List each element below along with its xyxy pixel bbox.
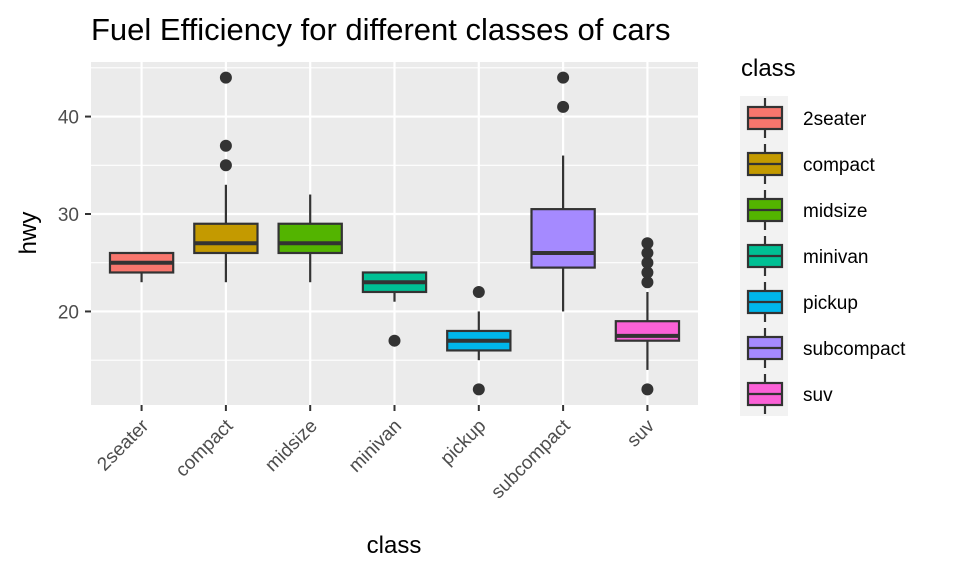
x-tick-label: pickup (437, 416, 491, 470)
legend-label: 2seater (803, 109, 867, 130)
box-suv (614, 237, 681, 396)
box-series (108, 71, 681, 396)
x-tick-label: 2seater (93, 415, 153, 475)
legend-label: suv (803, 385, 833, 406)
outlier-point (388, 334, 401, 347)
x-tick-label: midsize (261, 416, 321, 476)
legend-item-subcompact: subcompact (746, 328, 906, 368)
outlier-point (641, 256, 654, 269)
box-iqr (530, 208, 596, 269)
outlier-point (641, 383, 654, 396)
outlier-point (219, 71, 232, 84)
y-tick-label: 30 (58, 205, 79, 226)
legend: class 2seater compact midsize minivan pickup… (740, 55, 906, 416)
x-axis: 2seater compact midsize minivan pickupsubcom… (93, 405, 659, 503)
y-tick-label: 20 (58, 302, 79, 323)
x-tick-label: subcompact (487, 415, 575, 503)
x-tick-label: suv (623, 415, 659, 451)
box-2seater (108, 251, 175, 283)
outlier-point (557, 100, 570, 113)
x-tick-label: compact (172, 415, 238, 481)
y-axis: 20 30 40 (58, 108, 91, 323)
legend-title: class (741, 55, 796, 82)
box-minivan (361, 271, 428, 347)
y-axis-title: hwy (15, 212, 42, 255)
legend-label: compact (803, 155, 876, 176)
box-iqr (277, 222, 343, 255)
x-tick-label: minivan (345, 416, 406, 477)
legend-label: midsize (803, 201, 867, 222)
legend-label: minivan (803, 247, 868, 268)
box-subcompact (530, 71, 596, 312)
y-tick-label: 40 (58, 108, 79, 129)
legend-item-minivan: minivan (746, 236, 868, 276)
legend-item-suv: suv (746, 374, 833, 414)
outlier-point (219, 139, 232, 152)
outlier-point (219, 159, 232, 172)
legend-item-pickup: pickup (746, 282, 858, 322)
outlier-point (641, 246, 654, 259)
legend-item-compact: compact (746, 144, 876, 184)
box-midsize (277, 194, 343, 283)
legend-item-2seater: 2seater (746, 98, 867, 138)
box-compact (193, 71, 259, 283)
outlier-point (472, 285, 485, 298)
outlier-point (472, 383, 485, 396)
x-axis-title: class (367, 532, 422, 559)
legend-label: pickup (803, 293, 858, 314)
outlier-point (641, 266, 654, 279)
box-pickup (446, 285, 512, 396)
outlier-point (641, 237, 654, 250)
outlier-point (557, 71, 570, 84)
box-iqr (193, 222, 259, 255)
legend-item-midsize: midsize (746, 190, 867, 230)
legend-label: subcompact (803, 339, 906, 360)
outlier-point (641, 276, 654, 289)
chart-title: Fuel Efficiency for different classes of… (91, 12, 671, 47)
